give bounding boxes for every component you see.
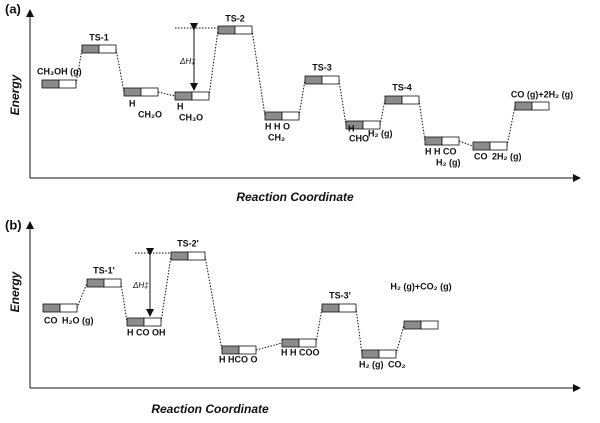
state-label: CH₂ xyxy=(268,132,285,142)
state-label: H xyxy=(129,98,136,108)
level-left xyxy=(514,101,533,111)
level-right xyxy=(58,79,77,89)
state-label: H CO OH xyxy=(127,327,166,337)
level-right xyxy=(321,75,340,85)
level-right xyxy=(98,44,117,54)
y-axis-label: Energy xyxy=(8,73,22,115)
state-label: H xyxy=(177,101,184,111)
level-left xyxy=(86,278,105,288)
barrier-label: ΔH‡ xyxy=(179,57,196,66)
state-label: H H O xyxy=(265,121,290,131)
level-right xyxy=(362,120,381,130)
connector xyxy=(255,342,283,351)
level-right xyxy=(143,317,162,327)
state-label: H xyxy=(348,123,355,133)
level-left xyxy=(321,303,340,313)
state-label: H₂ (g) xyxy=(359,359,384,369)
state-label: H₂ (g)+CO₂ (g) xyxy=(390,281,451,291)
level-right xyxy=(191,91,210,101)
level-right xyxy=(338,303,357,313)
level-right xyxy=(103,278,122,288)
connector xyxy=(157,91,176,97)
connector xyxy=(458,140,474,147)
connector xyxy=(204,255,223,351)
state-label: H₂ (g) xyxy=(368,128,393,138)
connector xyxy=(160,255,172,323)
state-label: CO xyxy=(474,151,488,161)
level-right xyxy=(187,251,206,261)
level-left xyxy=(123,87,142,97)
state-label: CH₂O xyxy=(138,109,162,119)
state-label: H H COO xyxy=(281,347,320,357)
level-left xyxy=(472,141,491,151)
level-right xyxy=(59,303,78,313)
state-label: CH₃OH (g) xyxy=(37,66,82,76)
level-left xyxy=(221,345,240,355)
level-left xyxy=(384,95,403,105)
level-left xyxy=(81,44,100,54)
level-left xyxy=(304,75,323,85)
connector xyxy=(251,29,266,117)
connector xyxy=(298,79,306,117)
level-right xyxy=(441,136,460,146)
connector xyxy=(76,282,88,309)
state-label: TS-2 xyxy=(225,13,245,23)
state-label: CH₃O xyxy=(179,112,203,122)
connector xyxy=(315,307,323,344)
connector xyxy=(379,99,386,126)
y-axis-label: Energy xyxy=(8,270,22,312)
x-axis-label: Reaction Coordinate xyxy=(151,402,269,416)
level-right xyxy=(298,338,317,348)
level-right xyxy=(401,95,420,105)
level-right xyxy=(238,345,257,355)
state-label: TS-2' xyxy=(177,238,199,248)
level-right xyxy=(420,320,439,330)
level-right xyxy=(378,349,397,359)
connector xyxy=(208,29,219,97)
level-left xyxy=(424,136,443,146)
panel-label: (a) xyxy=(5,1,21,16)
level-left xyxy=(281,338,300,348)
level-left xyxy=(126,317,145,327)
level-left xyxy=(41,79,60,89)
state-label: CO₂ xyxy=(388,359,406,369)
state-label: TS-3' xyxy=(329,290,351,300)
level-left xyxy=(42,303,61,313)
connector xyxy=(418,99,426,142)
level-right xyxy=(140,87,159,97)
level-left xyxy=(217,25,236,35)
state-label: H₂O (g) xyxy=(62,315,94,325)
level-left xyxy=(174,91,193,101)
level-right xyxy=(281,111,300,121)
level-right xyxy=(234,25,253,35)
x-axis-label: Reaction Coordinate xyxy=(236,190,354,204)
level-right xyxy=(531,101,550,111)
connector xyxy=(395,324,405,355)
level-left xyxy=(361,349,380,359)
state-label: CO (g)+2H₂ (g) xyxy=(511,89,573,99)
state-label: H₂ (g) xyxy=(436,157,461,167)
state-label: TS-3 xyxy=(312,62,332,72)
state-label: TS-1 xyxy=(89,32,109,42)
level-left xyxy=(170,251,189,261)
level-right xyxy=(489,141,508,151)
level-left xyxy=(403,320,422,330)
state-label: TS-1' xyxy=(93,265,115,275)
connector xyxy=(355,307,363,355)
state-label: H H CO xyxy=(425,146,457,156)
state-label: 2H₂ (g) xyxy=(492,151,522,161)
connector xyxy=(120,282,128,323)
panel-label: (b) xyxy=(5,217,22,232)
connector xyxy=(506,105,516,147)
state-label: CO xyxy=(44,315,58,325)
connector xyxy=(115,48,125,93)
connector xyxy=(338,79,347,126)
barrier-label: ΔH‡ xyxy=(132,281,149,290)
level-left xyxy=(264,111,283,121)
state-label: CHO xyxy=(349,133,369,143)
state-label: TS-4 xyxy=(392,82,412,92)
state-label: H HCO O xyxy=(219,354,258,364)
